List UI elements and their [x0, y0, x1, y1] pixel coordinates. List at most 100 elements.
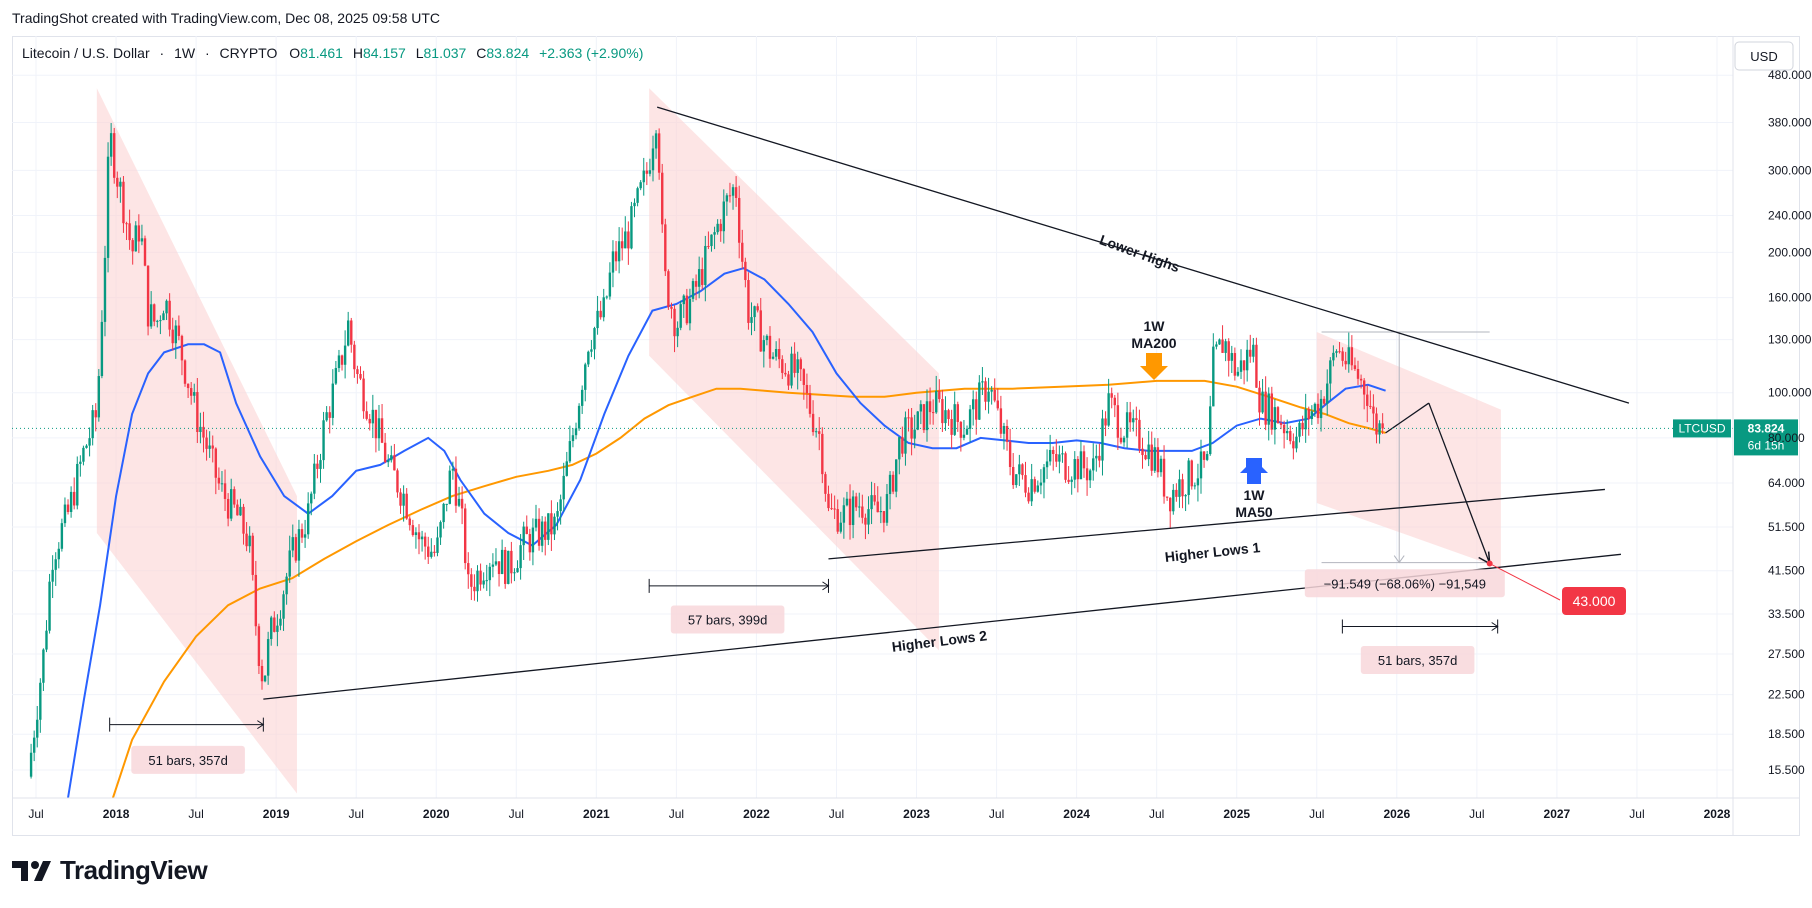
x-tick-label: 2022	[743, 807, 770, 821]
candle-body	[842, 505, 846, 523]
candle-body	[504, 549, 507, 584]
candle-body	[959, 421, 963, 438]
candle-body	[1132, 418, 1135, 423]
candle-body	[211, 445, 214, 449]
candle-body	[470, 574, 473, 587]
candle-body	[1095, 455, 1098, 459]
candle-body	[405, 493, 408, 519]
candle-body	[534, 518, 538, 528]
candle-body	[236, 504, 239, 516]
candle-body	[454, 468, 458, 506]
candle-body	[1030, 479, 1033, 502]
candle-body	[599, 310, 602, 318]
candle-body	[821, 433, 824, 475]
candle-body	[722, 201, 725, 232]
candle-body	[861, 506, 864, 518]
candle-body	[457, 498, 461, 506]
candle-body	[1101, 418, 1104, 461]
candle-body	[494, 561, 498, 565]
candle-body	[762, 340, 766, 352]
candle-body	[334, 368, 338, 384]
candle-body	[1236, 371, 1240, 376]
candle-body	[768, 335, 772, 359]
candle-body	[975, 399, 978, 420]
candle-body	[180, 335, 184, 361]
candle-body	[1076, 459, 1080, 480]
candle-body	[537, 518, 541, 546]
footer-logo[interactable]: TradingView	[12, 855, 208, 886]
candle-body	[577, 405, 581, 429]
candle-body	[217, 477, 221, 484]
candle-body	[1159, 458, 1163, 473]
candle-body	[645, 170, 649, 174]
label-range-change-bg	[1304, 569, 1505, 598]
candle-body	[1125, 412, 1129, 438]
candle-body	[1141, 448, 1144, 456]
candle-body	[1252, 344, 1255, 357]
projection-down-line	[1428, 402, 1491, 564]
candle-body	[1162, 458, 1166, 497]
candle-body	[1353, 365, 1357, 369]
candle-body	[876, 501, 879, 513]
ma50-arrow-body	[1247, 472, 1261, 484]
candle-body	[134, 225, 137, 252]
candle-body	[1153, 447, 1157, 471]
candle-body	[734, 187, 738, 198]
y-tick-label: 18.500	[1768, 727, 1805, 741]
candle-body	[1027, 492, 1030, 502]
candle-body	[704, 245, 707, 285]
chart-canvas[interactable]: 51 bars, 357d 57 bars, 399d 51 bars, 357d −…	[0, 0, 1812, 850]
candle-body	[183, 360, 187, 384]
candle-body	[1156, 447, 1160, 473]
candle-body	[276, 625, 279, 632]
lower-highs-trendline	[656, 106, 1630, 404]
x-tick-label: 2023	[903, 807, 930, 821]
candle-body	[128, 223, 131, 241]
symbol-badge: LTCUSD	[1678, 421, 1725, 435]
candle-body	[346, 320, 350, 346]
y-tick-label: 380.000	[1768, 115, 1812, 129]
candle-body	[904, 417, 907, 454]
candle-body	[673, 308, 676, 337]
candle-body	[1058, 454, 1061, 462]
candle-body	[414, 532, 418, 536]
candle-body	[288, 550, 291, 577]
candle-body	[540, 521, 544, 546]
candle-body	[1048, 449, 1052, 462]
ma50-arrow-icon	[1240, 459, 1268, 473]
candle-body	[1242, 360, 1246, 371]
candle-body	[1326, 383, 1329, 404]
candle-body	[448, 470, 451, 504]
candle-body	[186, 383, 190, 389]
candle-body	[54, 559, 57, 570]
candle-body	[174, 325, 177, 344]
candle-body	[45, 630, 48, 650]
currency-button[interactable]: USD	[1734, 41, 1794, 71]
candle-body	[1098, 455, 1101, 461]
candle-body	[956, 404, 959, 422]
target-leader-line	[1489, 563, 1561, 601]
candle-body	[922, 404, 926, 431]
candle-body	[1338, 351, 1341, 353]
candle-body	[282, 594, 285, 619]
candle-body	[990, 389, 993, 392]
annotations-layer: 51 bars, 357d 57 bars, 399d 51 bars, 357d −…	[12, 231, 1798, 774]
label-bars-2018-bg	[131, 745, 245, 774]
symbol-badge-bg	[1673, 419, 1731, 438]
candle-body	[29, 752, 33, 777]
ruler-2026-arrow	[1491, 622, 1499, 631]
candle-body	[1289, 431, 1292, 442]
price-badge-countdown: 6d 15h	[1748, 438, 1785, 452]
candle-body	[968, 409, 972, 429]
candle-body	[851, 496, 855, 526]
candle-body	[950, 419, 953, 435]
x-tick-label: 2020	[423, 807, 450, 821]
candle-body	[350, 320, 353, 345]
candle-body	[827, 493, 830, 509]
candle-body	[1227, 341, 1230, 361]
candle-body	[319, 460, 322, 469]
chart-frame[interactable]	[12, 36, 1800, 836]
candle-body	[402, 493, 405, 506]
y-tick-label: 51.500	[1768, 520, 1805, 534]
candle-body	[574, 428, 578, 436]
